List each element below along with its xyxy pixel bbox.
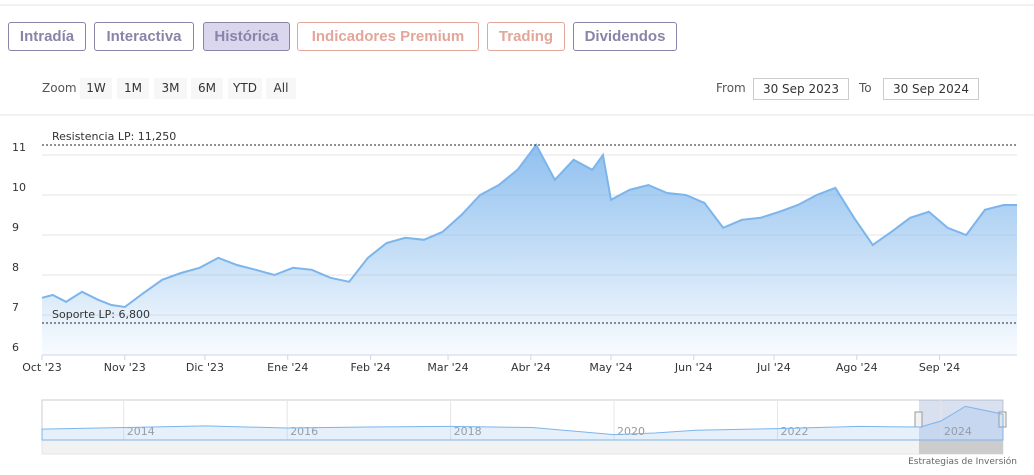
annotation-label: Soporte LP: 6,800	[52, 308, 150, 321]
navigator-handle[interactable]	[914, 411, 923, 428]
area	[42, 145, 1017, 355]
x-tick-label: Oct '23	[22, 361, 62, 374]
scrollbar-thumb[interactable]	[919, 440, 1003, 454]
x-tick-label: Feb '24	[351, 361, 391, 374]
navigator-tick-label: 2020	[617, 425, 645, 438]
navigator-area	[41, 405, 1004, 441]
tab[interactable]: Trading	[487, 22, 565, 51]
annotation-label: Resistencia LP: 11,250	[52, 130, 176, 143]
x-tick-label: Dic '23	[186, 361, 224, 374]
zoom-button[interactable]: 6M	[191, 78, 223, 99]
y-tick-label: 9	[12, 221, 19, 234]
x-tick-label: Jul '24	[756, 361, 791, 374]
zoom-button[interactable]: 1W	[80, 78, 112, 99]
x-tick-label: Abr '24	[511, 361, 551, 374]
y-tick-label: 11	[12, 141, 26, 154]
navigator	[41, 399, 1004, 441]
tab[interactable]: Interactiva	[94, 22, 194, 51]
x-tick-label: May '24	[589, 361, 632, 374]
navigator-window[interactable]	[919, 400, 1003, 440]
tab[interactable]: Dividendos	[573, 22, 677, 51]
from-input[interactable]: 30 Sep 2023	[753, 78, 849, 100]
tab[interactable]: Histórica	[203, 22, 290, 51]
x-tick-label: Sep '24	[919, 361, 960, 374]
zoom-button[interactable]: 1M	[117, 78, 149, 99]
line	[41, 143, 1017, 309]
x-tick-label: Mar '24	[427, 361, 468, 374]
y-tick-label: 6	[12, 341, 19, 354]
x-tick-label: Ago '24	[836, 361, 878, 374]
to-label: To	[859, 81, 872, 95]
x-tick-label: Nov '23	[104, 361, 146, 374]
zoom-button[interactable]: All	[266, 78, 296, 99]
credit: Estrategias de Inversión	[908, 456, 1017, 467]
x-tick-label: Jun '24	[674, 361, 713, 374]
navigator-tick-label: 2018	[454, 425, 482, 438]
y-tick-label: 7	[12, 301, 19, 314]
y-tick-label: 8	[12, 261, 19, 274]
tab[interactable]: Indicadores Premium	[297, 22, 479, 51]
y-tick-label: 10	[12, 181, 26, 194]
zoom-button[interactable]: YTD	[228, 78, 262, 99]
to-input[interactable]: 30 Sep 2024	[883, 78, 979, 100]
from-label: From	[716, 81, 746, 95]
navigator-tick-label: 2024	[944, 425, 972, 438]
scrollbar[interactable]	[41, 439, 1004, 455]
zoom-label: Zoom	[42, 81, 77, 95]
x-tick-label: Ene '24	[267, 361, 308, 374]
zoom-button[interactable]: 3M	[154, 78, 187, 99]
tab[interactable]: Intradía	[8, 22, 86, 51]
navigator-tick-label: 2014	[127, 425, 155, 438]
